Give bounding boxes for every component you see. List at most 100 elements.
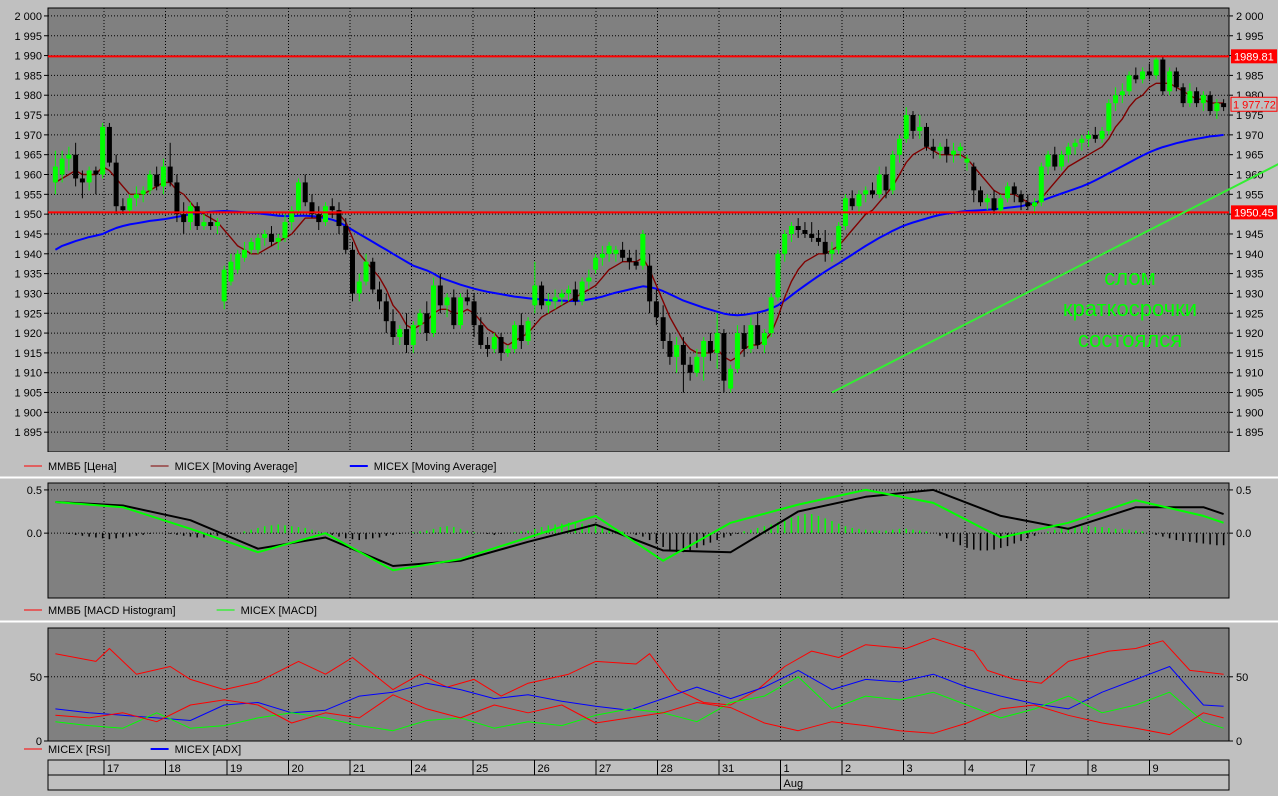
- candle-body: [73, 154, 79, 179]
- candle-body: [282, 222, 288, 238]
- candle-body: [795, 226, 801, 230]
- candle-body: [458, 297, 464, 326]
- candle-body: [322, 206, 328, 223]
- candle-body: [1173, 71, 1179, 88]
- y-tick-label-left: 1 970: [14, 130, 42, 142]
- macd-y-axis-right: 0.0 0.5: [1229, 485, 1251, 540]
- time-tick-label: 19: [230, 763, 242, 775]
- candle-body: [586, 277, 592, 282]
- candle-body: [140, 190, 146, 195]
- y-tick-label-left: 0.5: [27, 485, 42, 497]
- rsi-plot-area[interactable]: [47, 627, 1230, 742]
- macd-legend: ММВБ [MACD Histogram] MICEX [MACD]: [24, 605, 317, 617]
- candle-body: [593, 257, 599, 270]
- candle-body: [734, 333, 740, 369]
- candle-body: [782, 233, 788, 254]
- candle-body: [626, 257, 632, 262]
- candle-body: [1086, 134, 1092, 139]
- time-axis-months: [47, 774, 1230, 791]
- candle-body: [181, 214, 187, 223]
- y-tick-label-right: 0.5: [1236, 485, 1251, 497]
- legend-label: ММВБ [MACD Histogram]: [48, 605, 176, 617]
- candle-body: [235, 253, 241, 270]
- candle-body: [815, 237, 821, 242]
- time-tick-label: 2: [845, 763, 851, 775]
- candle-body: [160, 166, 166, 187]
- candle-body: [1106, 103, 1112, 131]
- y-tick-label-left: 1 985: [14, 70, 42, 82]
- candle-body: [512, 325, 518, 349]
- candle-body: [640, 233, 646, 266]
- y-tick-label-right: 1 925: [1236, 308, 1264, 320]
- time-tick-label: 25: [476, 763, 488, 775]
- legend-label: MICEX [Moving Average]: [175, 461, 298, 473]
- candle-body: [289, 210, 295, 223]
- y-tick-label-right: 1 910: [1236, 368, 1264, 380]
- candlestick-series: [52, 55, 1227, 393]
- candle-body: [552, 297, 558, 302]
- macd-panel[interactable]: 0.0 0.5 0.0 0.5 ММВБ [MACD Histogram] MICEX…: [24, 482, 1251, 617]
- time-tick-label: 21: [353, 763, 365, 775]
- time-tick-label: 24: [415, 763, 427, 775]
- candle-body: [127, 198, 133, 211]
- candle-body: [822, 241, 828, 254]
- rsi-adx-panel[interactable]: 0 50 0 50 MICEX [RSI] MICEX [ADX]: [24, 627, 1248, 756]
- y-tick-label-left: 1 920: [14, 328, 42, 340]
- candle-body: [930, 146, 936, 151]
- level-price-tag: [1231, 49, 1277, 64]
- candle-body: [788, 226, 794, 234]
- legend-label: MICEX [Moving Average]: [374, 461, 497, 473]
- time-tick-label: 18: [169, 763, 181, 775]
- price-plot-area[interactable]: [47, 7, 1230, 453]
- candle-body: [275, 237, 281, 242]
- time-tick-label: 7: [1030, 763, 1036, 775]
- y-tick-label-right: 1 930: [1236, 288, 1264, 300]
- candle-body: [755, 325, 761, 345]
- candle-body: [829, 249, 835, 254]
- annotation: слом краткосрочки состоялся: [1063, 265, 1197, 352]
- y-tick-label-right: 1 920: [1236, 328, 1264, 340]
- candle-body: [1133, 75, 1139, 80]
- candle-body: [417, 313, 423, 326]
- candle-body: [174, 182, 180, 215]
- time-axis-labels: 17 18 19 20 21 24 25 26 27 28 31 1 2 3 4 7 8 9 Aug: [103, 760, 1159, 790]
- y-tick-label-right: 1 945: [1236, 229, 1264, 241]
- y-tick-label-left: 50: [30, 672, 42, 684]
- candle-body: [714, 333, 720, 353]
- candle-body: [1140, 71, 1146, 80]
- candle-body: [478, 325, 484, 345]
- time-axis[interactable]: 17 18 19 20 21 24 25 26 27 28 31 1 2 3 4 7 8 9 Aug: [47, 759, 1230, 791]
- time-tick-label: 8: [1091, 763, 1097, 775]
- candle-body: [694, 356, 700, 373]
- y-tick-label-right: 1 900: [1236, 407, 1264, 419]
- candle-body: [937, 146, 943, 151]
- candle-body: [748, 325, 754, 349]
- candle-body: [93, 170, 99, 175]
- candle-body: [1119, 91, 1125, 96]
- candle-body: [849, 198, 855, 207]
- candle-body: [944, 146, 950, 155]
- candle-body: [707, 341, 713, 353]
- macd-y-axis-left: 0.0 0.5: [27, 485, 48, 540]
- legend-label: ММВБ [Цена]: [48, 461, 117, 473]
- y-tick-label-right: 1 915: [1236, 348, 1264, 360]
- y-tick-label-left: 2 000: [14, 11, 42, 23]
- y-tick-label-right: 1 940: [1236, 249, 1264, 261]
- y-tick-label-right: 1 975: [1236, 110, 1264, 122]
- macd-line: [55, 488, 1224, 572]
- signal-line: [55, 488, 1224, 567]
- candle-body: [383, 301, 389, 322]
- candle-body: [201, 222, 207, 227]
- candle-body: [113, 162, 119, 207]
- price-panel[interactable]: 1 895 1 900 1 905 1 910 1 915 1 920 1 925 1 930…: [0, 7, 1278, 476]
- candle-body: [1113, 95, 1119, 104]
- candle-body: [79, 178, 85, 183]
- candle-body: [221, 269, 227, 302]
- rsi-legend: MICEX [RSI] MICEX [ADX]: [24, 744, 241, 756]
- y-tick-label-left: 1 905: [14, 388, 42, 400]
- candle-body: [336, 210, 342, 227]
- y-tick-label-left: 1 900: [14, 407, 42, 419]
- candle-body: [903, 115, 909, 139]
